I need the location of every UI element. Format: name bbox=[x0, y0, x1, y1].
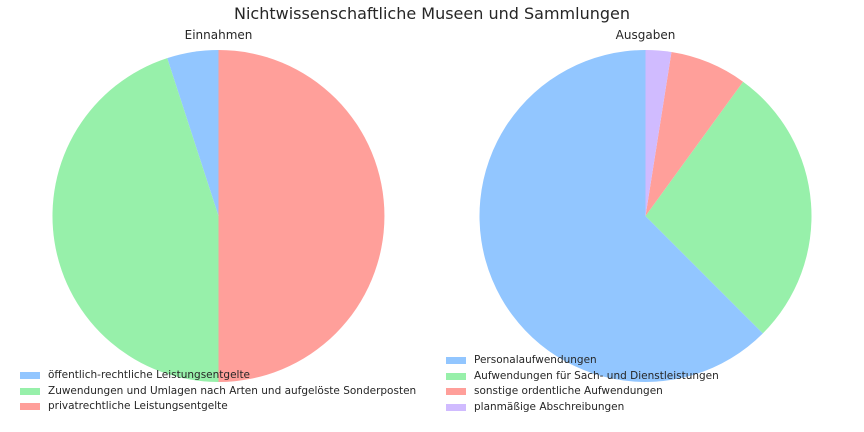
chart-title: Einnahmen bbox=[185, 28, 253, 42]
legend-swatch bbox=[20, 403, 40, 411]
chart-title: Ausgaben bbox=[616, 28, 676, 42]
legend-label: planmäßige Abschreibungen bbox=[474, 400, 625, 413]
legend-item: Zuwendungen und Umlagen nach Arten und a… bbox=[20, 384, 416, 400]
pie-slice bbox=[645, 50, 672, 216]
legend-item: planmäßige Abschreibungen bbox=[446, 400, 719, 416]
pie-slice bbox=[479, 50, 763, 383]
legend-swatch bbox=[20, 372, 40, 380]
legend-item: sonstige ordentliche Aufwendungen bbox=[446, 384, 719, 400]
pie-slice bbox=[218, 50, 385, 382]
legend-label: Zuwendungen und Umlagen nach Arten und a… bbox=[48, 384, 417, 397]
legend-einnahmen: öffentlich-rechtliche Leistungsentgelte … bbox=[20, 368, 416, 415]
legend-item: privatrechtliche Leistungsentgelte bbox=[20, 399, 416, 415]
pie-slice bbox=[52, 58, 219, 383]
pie-slice bbox=[645, 81, 812, 334]
legend-label: Personalaufwendungen bbox=[474, 354, 597, 366]
legend-item: öffentlich-rechtliche Leistungsentgelte bbox=[20, 368, 416, 384]
legend-swatch bbox=[446, 372, 466, 380]
pie-slice bbox=[167, 50, 219, 216]
legend-swatch bbox=[446, 388, 466, 396]
pie-slice bbox=[645, 52, 744, 216]
legend-swatch bbox=[446, 357, 466, 365]
legend-label: Aufwendungen für Sach- und Dienstleistun… bbox=[474, 369, 719, 382]
legend-ausgaben: Personalaufwendungen Aufwendungen für Sa… bbox=[446, 353, 719, 415]
legend-item: Personalaufwendungen bbox=[446, 353, 719, 369]
legend-label: sonstige ordentliche Aufwendungen bbox=[474, 385, 663, 397]
legend-item: Aufwendungen für Sach- und Dienstleistun… bbox=[446, 369, 719, 385]
legend-swatch bbox=[446, 403, 466, 411]
legend-label: öffentlich-rechtliche Leistungsentgelte bbox=[48, 369, 251, 381]
legend-swatch bbox=[20, 387, 40, 395]
legend-label: privatrechtliche Leistungsentgelte bbox=[48, 400, 228, 412]
figure-title: Nichtwissenschaftliche Museen und Sammlu… bbox=[234, 4, 630, 23]
pie-ausgaben: Ausgaben bbox=[479, 28, 812, 383]
pie-einnahmen: Einnahmen bbox=[52, 28, 385, 383]
